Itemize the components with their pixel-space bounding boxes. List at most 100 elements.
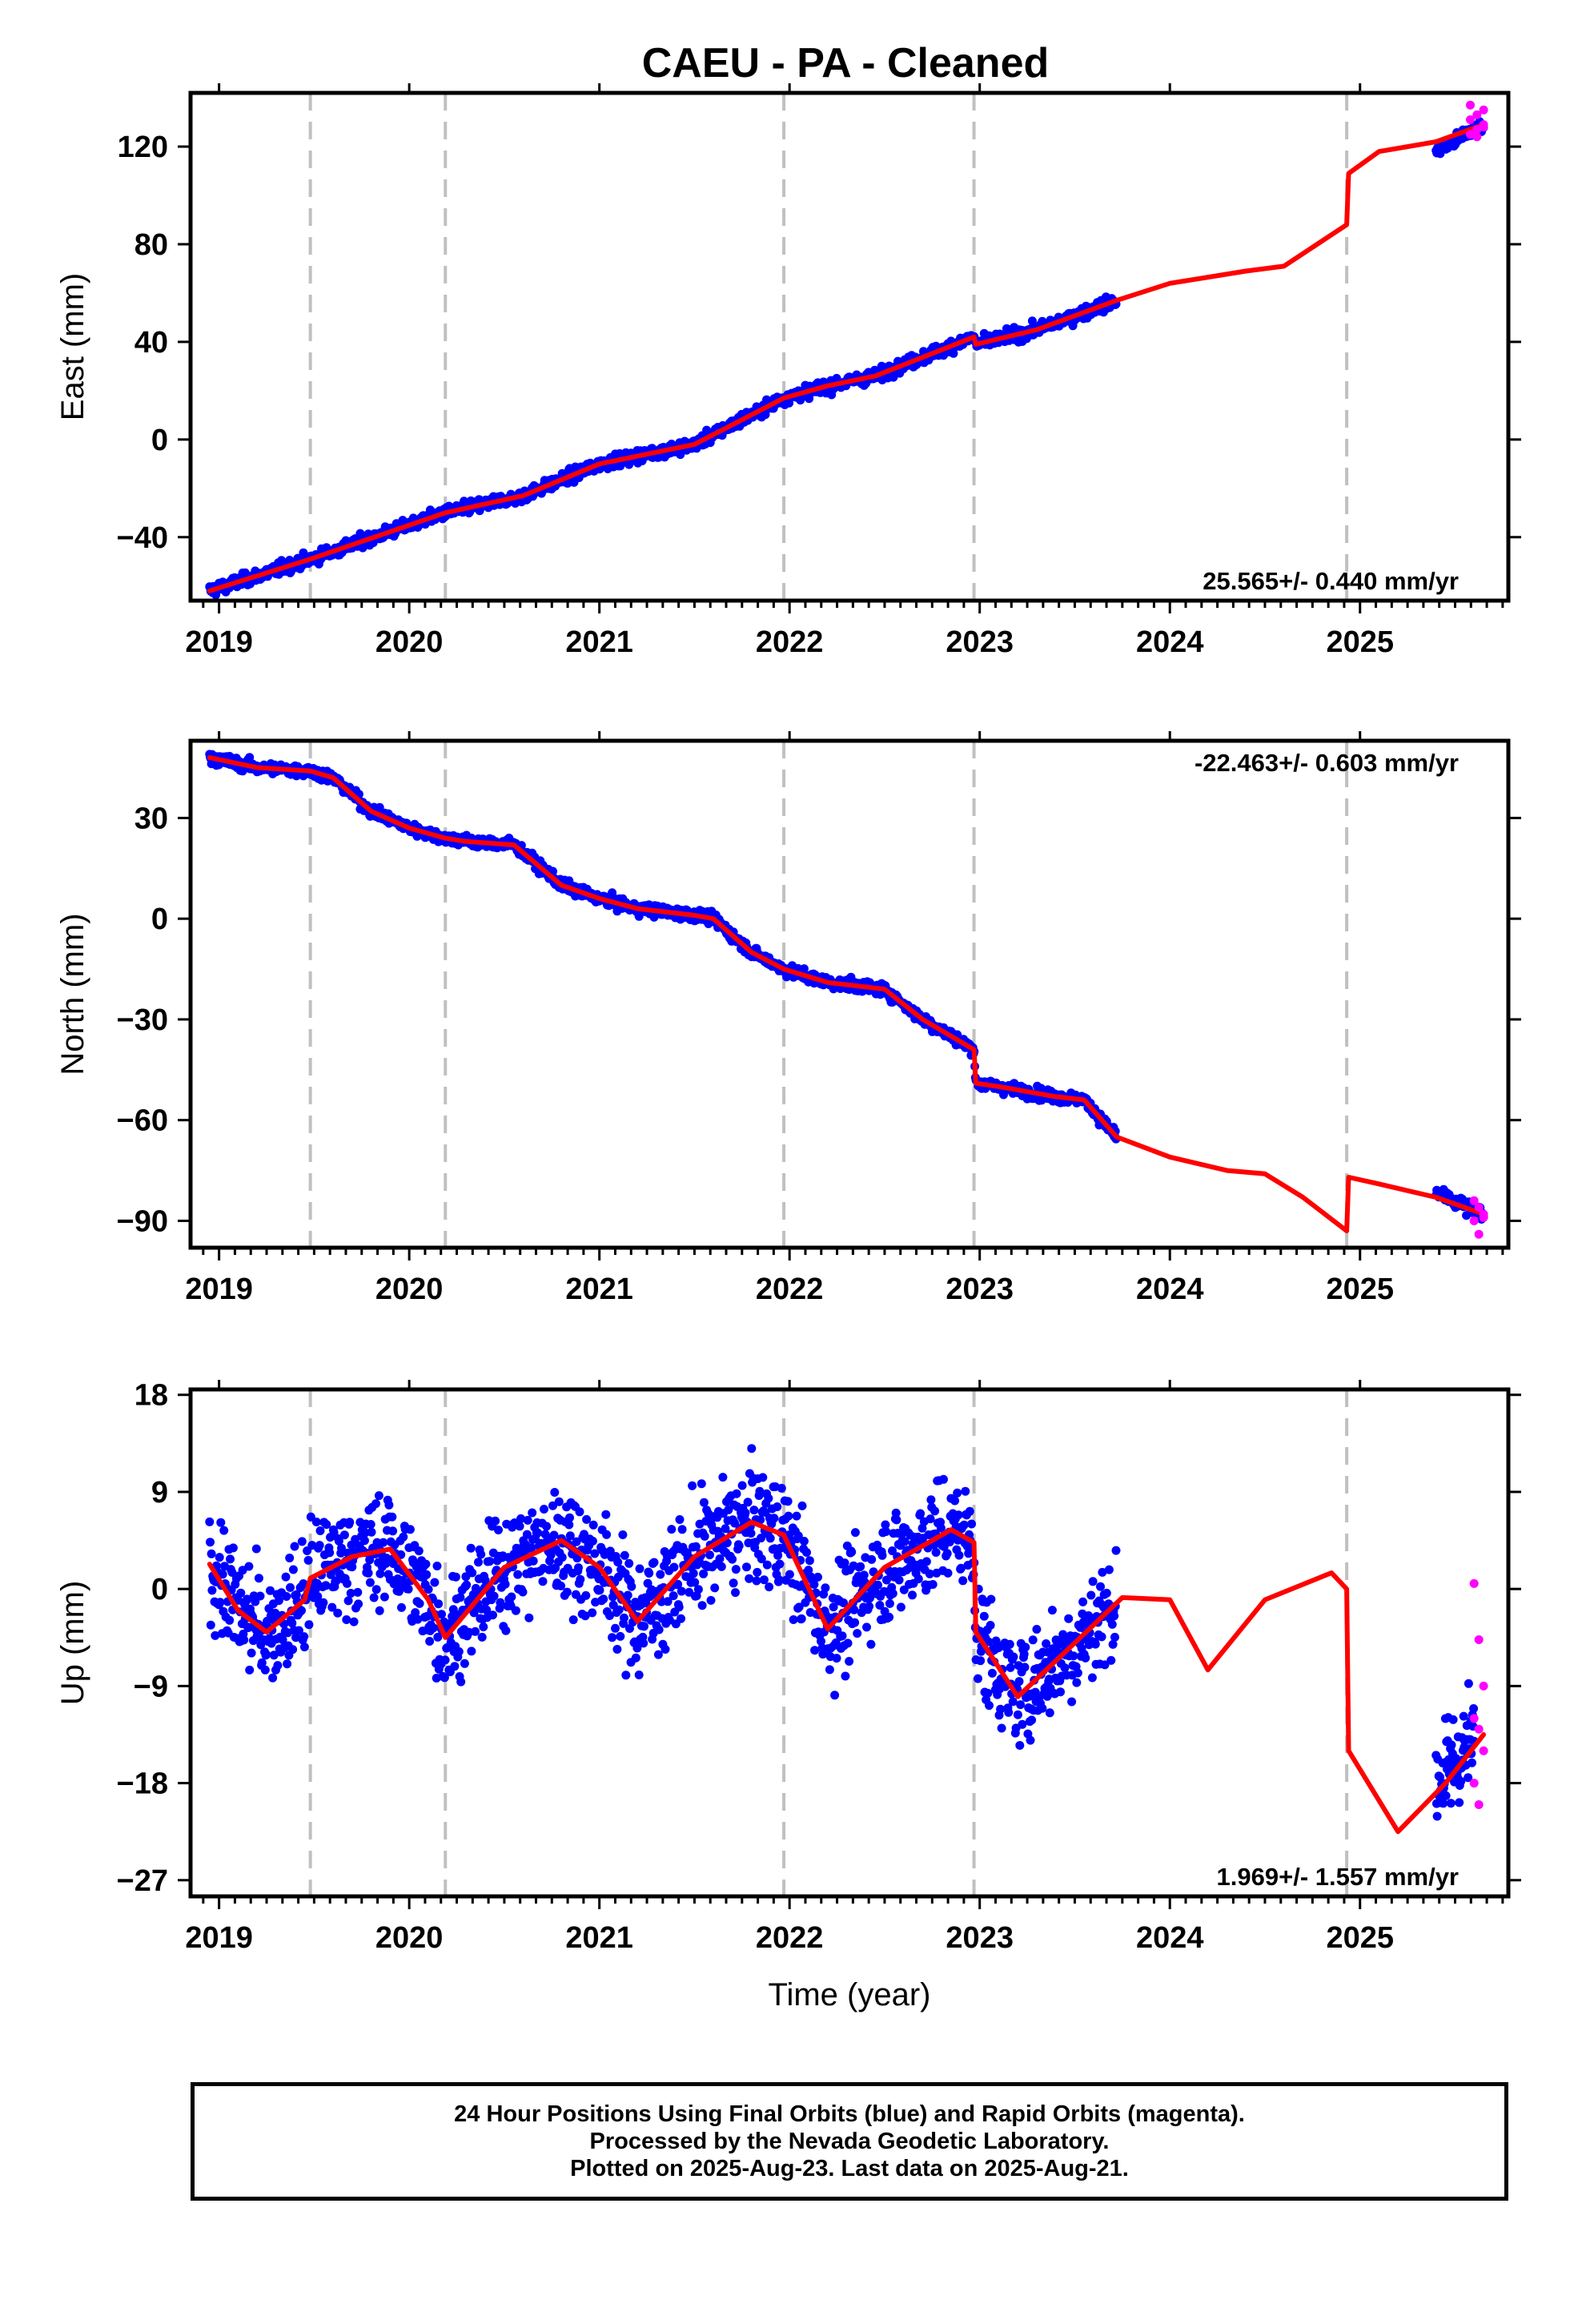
final-point [850, 1528, 860, 1538]
final-point [799, 964, 809, 974]
final-point [839, 1598, 849, 1607]
footer-line-3: Plotted on 2025-Aug-23. Last data on 202… [570, 2156, 1129, 2182]
final-point [588, 1536, 597, 1546]
rapid-point [1469, 1216, 1479, 1225]
model-line [207, 755, 1487, 1233]
final-point [825, 1665, 834, 1675]
x-axis: 2019 2020 2021 2022 2023 2024 2025 [185, 731, 1504, 1306]
final-point [582, 1514, 592, 1524]
x-tick-label: 2025 [1326, 1273, 1394, 1306]
panel-frame [188, 90, 1511, 603]
x-tick-label: 2022 [756, 1273, 824, 1306]
final-point [634, 1671, 644, 1679]
final-point [830, 1691, 840, 1700]
final-point [1060, 1663, 1070, 1673]
final-point [557, 1553, 567, 1562]
final-point [1015, 1741, 1025, 1750]
final-point [784, 1511, 793, 1521]
y-tick-label: 18 [135, 1379, 168, 1413]
final-point [299, 1642, 309, 1652]
final-point [1045, 1708, 1054, 1718]
final-point [605, 1611, 614, 1620]
final-point [255, 1591, 265, 1601]
final-point [422, 1570, 432, 1579]
final-point [936, 1523, 946, 1533]
final-point [1056, 1687, 1065, 1697]
final-point [765, 1582, 774, 1592]
final-point [468, 1568, 477, 1578]
final-point [1042, 1639, 1051, 1648]
final-point [616, 1631, 625, 1641]
final-point [1468, 1758, 1476, 1767]
y-tick-label: −27 [117, 1864, 168, 1898]
final-point [837, 1631, 847, 1641]
final-point [236, 1588, 246, 1598]
y-tick-label: −18 [117, 1767, 168, 1801]
final-point [954, 1510, 963, 1520]
final-point [635, 1564, 644, 1574]
final-point [632, 1643, 642, 1653]
final-point [485, 1557, 495, 1566]
final-point [387, 1512, 397, 1522]
final-point [775, 1559, 785, 1569]
final-point [1102, 1588, 1111, 1598]
final-point [327, 1602, 337, 1612]
x-tick-label: 2024 [1136, 1273, 1204, 1306]
final-point [581, 1590, 591, 1600]
final-point [225, 1615, 235, 1625]
final-point [765, 1534, 775, 1543]
final-point [254, 1574, 263, 1583]
final-point [612, 1645, 622, 1654]
final-point [1016, 1700, 1026, 1710]
final-point [715, 1554, 725, 1563]
final-point [717, 1562, 726, 1571]
final-point [950, 1496, 960, 1506]
footer-caption-box: 24 Hour Positions Using Final Orbits (bl… [191, 2082, 1508, 2201]
final-point [315, 1541, 324, 1550]
final-point [375, 1606, 384, 1615]
final-point [785, 1570, 794, 1579]
final-point [847, 1547, 857, 1557]
final-point [809, 1580, 819, 1589]
final-point [1027, 1715, 1037, 1725]
final-point [359, 1536, 369, 1546]
final-point [896, 1602, 905, 1612]
final-point [1006, 1663, 1015, 1672]
final-point [728, 1554, 737, 1564]
final-point [260, 1665, 270, 1675]
final-point [799, 1537, 809, 1546]
final-point [424, 1585, 433, 1594]
y-tick-label: 0 [151, 424, 168, 457]
final-point [228, 1543, 238, 1553]
final-point [1456, 1776, 1466, 1786]
final-point [421, 1559, 431, 1569]
final-point [894, 1575, 904, 1585]
final-point [414, 1546, 424, 1556]
final-point [631, 1653, 640, 1663]
y-tick-label: −9 [134, 1670, 168, 1703]
final-point [949, 348, 958, 358]
final-point [315, 1526, 325, 1535]
final-point [743, 1498, 753, 1507]
final-point [354, 1599, 363, 1609]
final-point [1026, 1735, 1035, 1745]
final-point [343, 1578, 351, 1588]
y-tick-label: 0 [151, 1573, 168, 1606]
final-point [247, 1648, 256, 1658]
final-points [205, 1444, 1479, 1821]
final-point [639, 1638, 648, 1648]
final-point [624, 1558, 634, 1568]
final-point [1032, 1625, 1042, 1634]
final-point [881, 1520, 890, 1530]
final-point [759, 1575, 769, 1585]
final-point [1073, 1668, 1082, 1678]
final-point [404, 1584, 413, 1594]
final-point [367, 1527, 376, 1537]
final-point [533, 1528, 543, 1538]
final-point [507, 1592, 516, 1602]
final-point [274, 1596, 283, 1606]
final-point [1432, 1811, 1442, 1821]
final-point [290, 1542, 299, 1551]
rapid-point [1479, 1746, 1488, 1755]
